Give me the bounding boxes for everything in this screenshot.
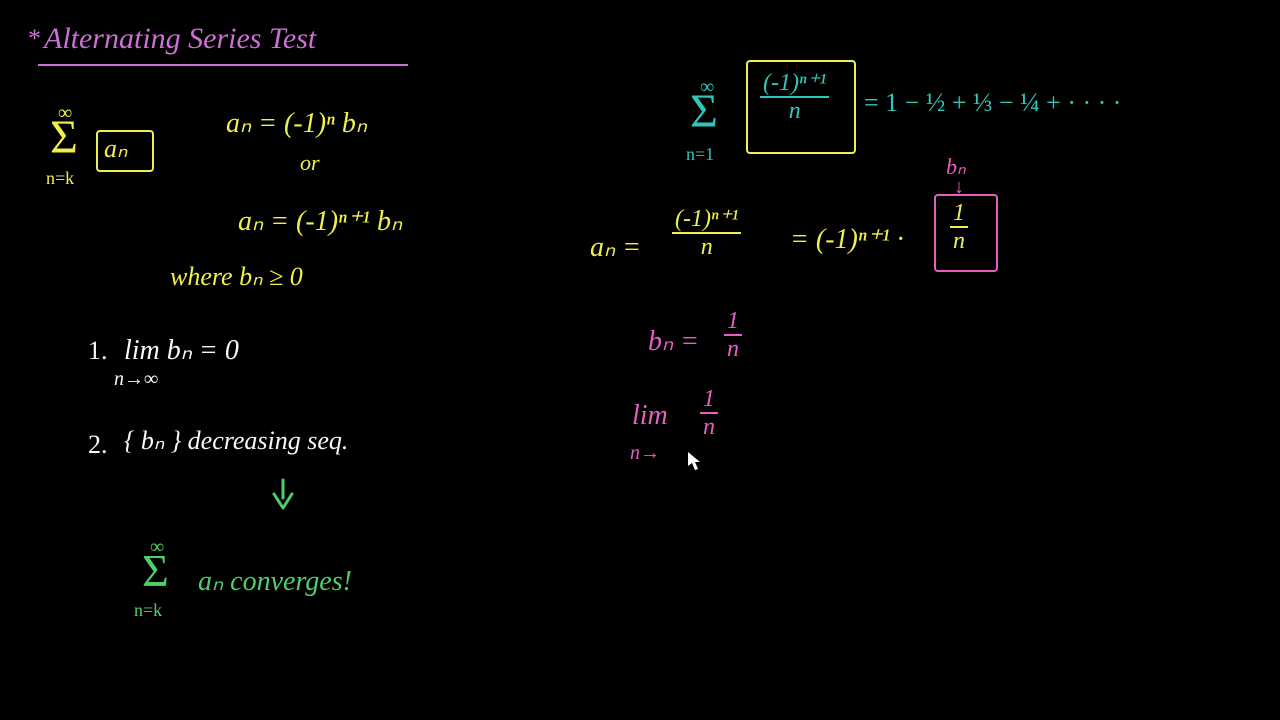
lim-frac: 1 n [700,386,718,441]
lim-den: n [700,414,718,440]
sigma-bottom-left: n=k [46,168,74,189]
conc-sigma-sym: Σ [142,548,169,594]
lim-num: 1 [700,386,718,414]
cond2-label: 2. [88,430,108,460]
ex-sigma-bottom: n=1 [686,144,714,165]
ex-expand: = 1 − ½ + ⅓ − ¼ + · · · · [864,88,1121,118]
bn-eq-num: 1 [724,308,742,336]
mouse-cursor-icon [686,450,702,472]
an-frac2: 1 n [950,200,968,255]
bn-eq-den: n [724,336,742,362]
sigma-sym-left: Σ [50,114,78,162]
def1: aₙ = (-1)ⁿ bₙ [226,106,367,140]
cond1-label: 1. [88,336,108,366]
lim-sub: n→ [630,442,660,465]
lim-text: lim [632,400,668,432]
bn-eq-lhs: bₙ = [648,324,699,358]
an-frac2-den: n [950,228,968,254]
implies-arrow [268,478,298,517]
ex-frac: (-1)ⁿ⁺¹ n [760,70,829,125]
bn-eq-frac: 1 n [724,308,742,363]
an-lhs: aₙ = [590,230,641,264]
an-frac1-den: n [672,234,741,260]
title-text: Alternating Series Test [44,22,316,56]
cond2-text: { bₙ } decreasing seq. [124,426,348,456]
where: where bₙ ≥ 0 [170,262,303,292]
ex-frac-den: n [760,98,829,124]
conc-sigma-bottom: n=k [134,600,162,621]
an-frac1: (-1)ⁿ⁺¹ n [672,206,741,261]
cond1-text: lim bₙ = 0 [124,333,239,367]
cond1-sub: n→∞ [114,368,158,391]
ex-sigma-sym: Σ [690,88,718,136]
title-underline [38,64,408,66]
an-frac1-num: (-1)ⁿ⁺¹ [672,206,741,234]
title-star: * [28,24,41,54]
conc-text: aₙ converges! [198,564,352,598]
an-arg-left: aₙ [104,134,127,164]
an-eq: = (-1)ⁿ⁺¹ · [790,222,904,256]
def-or: or [300,150,320,176]
an-frac2-num: 1 [950,200,968,228]
def2: aₙ = (-1)ⁿ⁺¹ bₙ [238,204,402,238]
ex-frac-num: (-1)ⁿ⁺¹ [760,70,829,98]
